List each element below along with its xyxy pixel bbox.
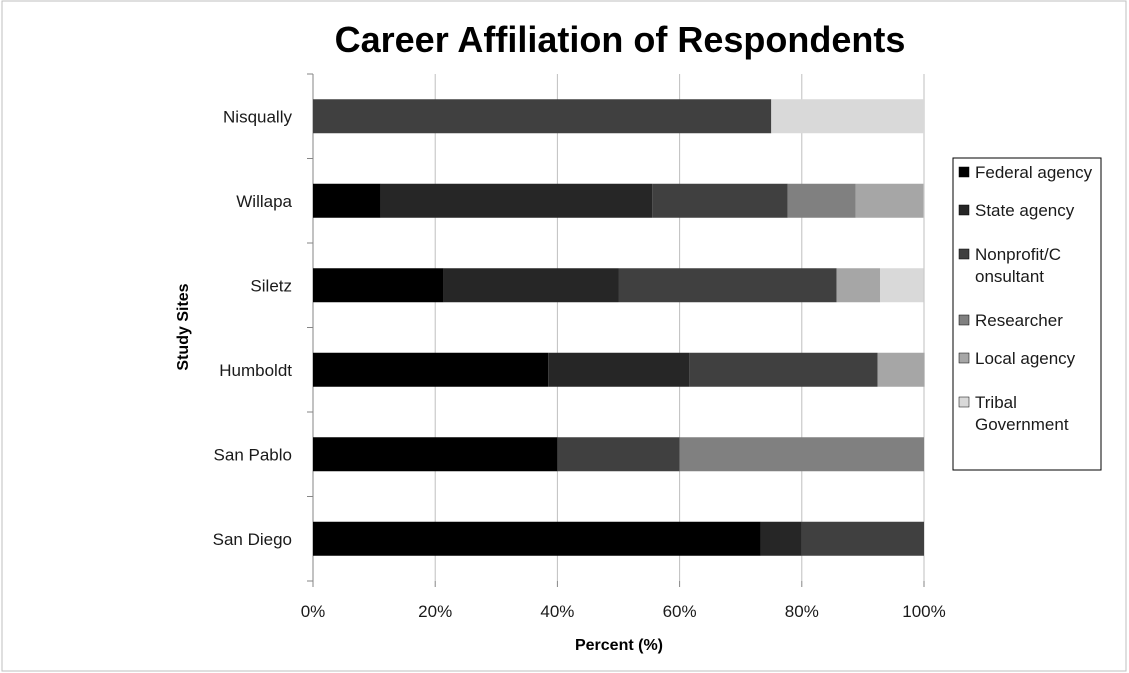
legend-label: State agency (975, 201, 1075, 220)
bar-segment (380, 183, 653, 218)
legend-swatch (958, 248, 970, 260)
x-tick-label: 100% (902, 602, 945, 621)
bar-segment (877, 352, 925, 387)
y-tick-label: Humboldt (219, 361, 292, 380)
bar-segment (313, 268, 444, 303)
bar-segment (618, 268, 837, 303)
bar-segment (313, 521, 761, 556)
bar-segment (443, 268, 619, 303)
bar-segment (836, 268, 881, 303)
legend-label: Federal agency (975, 163, 1093, 182)
legend-swatch (958, 352, 970, 364)
x-tick-label: 80% (785, 602, 819, 621)
bar-segment (313, 99, 772, 134)
plot-area: 0% 20% 40% 60% 80% 100% Nisqually Willapa Siletz… (213, 73, 946, 621)
y-tick-label: San Diego (213, 530, 292, 549)
bar-segment (760, 521, 802, 556)
bar-segment (880, 268, 924, 303)
bar-segment (679, 437, 924, 472)
bar-segment (313, 352, 549, 387)
legend-swatch (958, 204, 970, 216)
bar-segment (313, 437, 558, 472)
bar-segment (689, 352, 878, 387)
x-tick-label: 0% (301, 602, 326, 621)
legend-swatch (958, 314, 970, 326)
y-axis-title: Study Sites (175, 283, 192, 370)
y-tick-label: Nisqually (223, 107, 292, 126)
y-tick-label: Willapa (236, 192, 292, 211)
legend-label: Nonprofit/C onsultant (975, 245, 1061, 286)
bar-segment (652, 183, 788, 218)
bar-segment (801, 521, 924, 556)
bar-segment (855, 183, 924, 218)
x-axis-title: Percent (%) (575, 637, 663, 654)
x-tick-label: 20% (418, 602, 452, 621)
x-tick-label: 40% (540, 602, 574, 621)
legend-label: Researcher (975, 311, 1063, 330)
y-tick-label: San Pablo (214, 445, 292, 464)
bar-segment (787, 183, 856, 218)
chart-title: Career Affiliation of Respondents (335, 19, 906, 60)
legend-box (952, 157, 1102, 471)
bar-segment (548, 352, 690, 387)
legend-swatch (958, 166, 970, 178)
bar-segment (557, 437, 680, 472)
legend: Federal agency State agency Nonprofit/C ons… (952, 157, 1102, 471)
legend-label: Local agency (975, 349, 1076, 368)
legend-swatch (958, 396, 970, 408)
bar-segment (313, 183, 381, 218)
x-tick-label: 60% (663, 602, 697, 621)
y-tick-label: Siletz (250, 276, 292, 295)
bar-segment (771, 99, 924, 134)
legend-label: Tribal Government (975, 393, 1069, 434)
